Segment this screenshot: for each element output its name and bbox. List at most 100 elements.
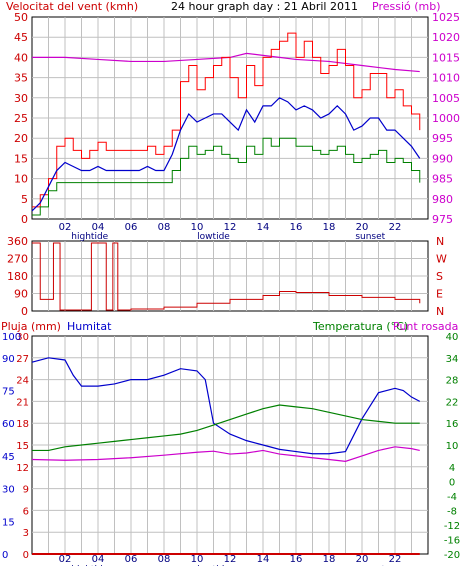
temperature-tick-label: -8 — [447, 506, 457, 517]
temperature-tick-label: 4 — [449, 463, 455, 474]
wind-tick-label: 0 — [21, 213, 28, 226]
direction-degree-label: 180 — [7, 270, 28, 283]
rain-tick-label: 15 — [2, 517, 15, 528]
wind-pressure-hour-label: 06 — [125, 222, 138, 233]
temperature-tick-label: -4 — [447, 492, 457, 503]
temperature-tick-label: 28 — [446, 376, 459, 387]
humidity-tick-label: 15 — [16, 441, 29, 452]
pressure-tick-label: 985 — [432, 173, 453, 186]
graph-title: 24 hour graph day : 21 Abril 2011 — [171, 0, 358, 13]
temperature-tick-label: 0 — [449, 477, 455, 488]
direction-compass-label: E — [436, 288, 443, 301]
wind-pressure-hour-label: 02 — [59, 222, 72, 233]
pressure-tick-label: 990 — [432, 152, 453, 165]
pressure-tick-label: 1015 — [432, 51, 460, 64]
rain-humidity-temperature-hour-label: 04 — [92, 554, 105, 565]
direction-compass-label: N — [436, 235, 444, 248]
low-wind-line — [32, 137, 421, 216]
rain-humidity-temperature-hour-label: 06 — [125, 554, 138, 565]
wind-pressure-hour-label: 08 — [158, 222, 171, 233]
rain-humidity-temperature-hour-label: 08 — [158, 554, 171, 565]
wind-tick-label: 15 — [14, 152, 28, 165]
humidity-tick-label: 18 — [16, 419, 29, 430]
temperature-tick-label: 34 — [446, 354, 459, 365]
temperature-tick-label: -12 — [444, 521, 460, 532]
rain-tick-label: 75 — [2, 387, 15, 398]
wind-tick-label: 40 — [14, 51, 28, 64]
wind-tick-label: 35 — [14, 72, 28, 85]
dewpoint-line — [31, 446, 420, 462]
wind-tick-label: 30 — [14, 92, 28, 105]
rain-humidity-temperature-hour-label: 18 — [323, 554, 336, 565]
humidity-label: Humitat — [67, 320, 112, 333]
rain-tick-label: 0 — [2, 550, 8, 561]
rain-humidity-temperature-hour-label: 10 — [191, 554, 204, 565]
wind-tick-label: 45 — [14, 31, 28, 44]
rain-tick-label: 90 — [2, 354, 15, 365]
humidity-tick-label: 12 — [16, 463, 29, 474]
avg-wind-line — [31, 97, 421, 212]
wind-pressure-hour-label: 22 — [389, 222, 402, 233]
rain-humidity-temperature-hour-label: 02 — [59, 554, 72, 565]
wind-pressure-event-lowtide: lowtide — [197, 232, 230, 242]
pressure-tick-label: 980 — [432, 193, 453, 206]
humidity-tick-label: 30 — [16, 332, 29, 343]
pressure-tick-label: 1010 — [432, 72, 460, 85]
rain-humidity-temperature-hour-label: 16 — [290, 554, 303, 565]
wind-speed-label: Velocitat del vent (kmh) — [6, 0, 139, 13]
rain-tick-label: 45 — [2, 452, 15, 463]
temperature-line — [32, 404, 420, 452]
pressure-tick-label: 975 — [432, 213, 453, 226]
wind-pressure-hour-label: 10 — [191, 222, 204, 233]
rain-tick-label: 60 — [2, 419, 15, 430]
direction-compass-label: N — [436, 305, 444, 318]
wind-tick-label: 20 — [14, 132, 28, 145]
wind-pressure-hour-label: 14 — [257, 222, 270, 233]
pressure-tick-label: 1005 — [432, 92, 460, 105]
wind-pressure-hour-label: 04 — [92, 222, 105, 233]
temperature-tick-label: 40 — [446, 332, 459, 343]
rain-humidity-temperature-hour-label: 12 — [224, 554, 237, 565]
humidity-tick-label: 0 — [23, 550, 29, 561]
temperature-tick-label: 22 — [446, 397, 459, 408]
pressure-tick-label: 1025 — [432, 11, 460, 24]
wind-pressure-event-hightide: hightide — [71, 232, 108, 242]
direction-degree-label: 90 — [14, 288, 28, 301]
rain-label: Pluja (mm) — [1, 320, 61, 333]
rain-tick-label: 30 — [2, 485, 15, 496]
wind-pressure-hour-label: 20 — [356, 222, 369, 233]
temperature-label: Temperatura (°C) — [313, 320, 409, 333]
humidity-tick-label: 21 — [16, 397, 29, 408]
wind-direction-line — [32, 242, 421, 311]
wind-tick-label: 10 — [14, 173, 28, 186]
rain-humidity-temperature-hour-label: 20 — [356, 554, 369, 565]
temperature-tick-label: 16 — [446, 419, 459, 430]
direction-degree-label: 0 — [21, 305, 28, 318]
humidity-tick-label: 24 — [16, 376, 29, 387]
gust-line — [32, 32, 421, 208]
rain-tick-label: 100 — [2, 332, 21, 343]
wind-tick-label: 50 — [14, 11, 28, 24]
direction-compass-label: W — [436, 253, 447, 266]
wind-pressure-hour-label: 18 — [323, 222, 336, 233]
direction-degree-label: 360 — [7, 235, 28, 248]
humidity-tick-label: 9 — [23, 485, 29, 496]
humidity-tick-label: 27 — [16, 354, 29, 365]
humidity-tick-label: 3 — [23, 528, 29, 539]
temperature-tick-label: 10 — [446, 441, 459, 452]
temperature-tick-label: -20 — [444, 550, 460, 561]
humidity-tick-label: 6 — [23, 506, 29, 517]
pressure-tick-label: 1000 — [432, 112, 460, 125]
wind-tick-label: 5 — [21, 193, 28, 206]
pressure-tick-label: 995 — [432, 132, 453, 145]
temperature-tick-label: -16 — [444, 535, 460, 546]
pressure-tick-label: 1020 — [432, 31, 460, 44]
rain-humidity-temperature-hour-label: 14 — [257, 554, 270, 565]
direction-compass-label: S — [436, 270, 443, 283]
direction-degree-label: 270 — [7, 253, 28, 266]
dewpoint-label: Punt rosada — [393, 320, 459, 333]
rain-humidity-temperature-hour-label: 22 — [389, 554, 402, 565]
pressure-label: Pressió (mb) — [372, 0, 441, 13]
